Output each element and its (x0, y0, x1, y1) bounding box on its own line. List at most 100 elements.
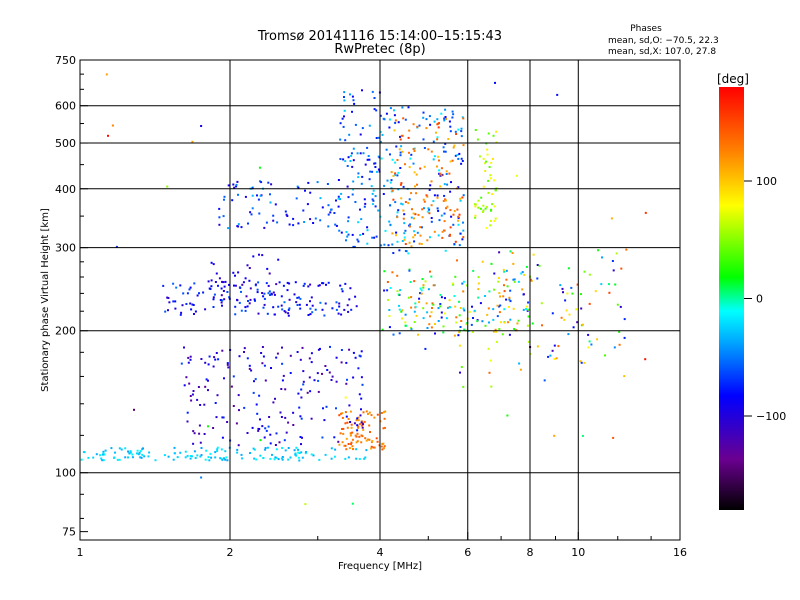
data-point (307, 314, 310, 316)
data-point (327, 204, 330, 207)
data-point (262, 295, 265, 298)
data-point (186, 420, 189, 423)
data-point (482, 157, 485, 160)
data-point (244, 277, 247, 280)
data-point (311, 304, 314, 307)
data-point (374, 166, 377, 168)
data-point (341, 416, 344, 419)
data-point (183, 346, 185, 349)
data-point (453, 295, 456, 297)
data-point (200, 454, 203, 457)
data-point (614, 283, 617, 286)
data-point (191, 140, 194, 143)
data-point (350, 152, 353, 155)
data-point (410, 153, 413, 156)
data-point (462, 221, 464, 224)
data-point (314, 217, 317, 220)
data-point (399, 289, 402, 292)
data-point (376, 170, 378, 173)
data-point (433, 230, 436, 233)
data-point (255, 458, 258, 461)
data-point (261, 362, 264, 365)
data-point (500, 321, 502, 324)
data-point (310, 361, 313, 364)
data-point (252, 447, 255, 450)
data-point (281, 362, 284, 365)
data-point (342, 432, 345, 435)
data-point (527, 308, 530, 311)
data-point (525, 265, 528, 268)
data-point (100, 457, 103, 460)
data-point (300, 443, 302, 446)
data-point (335, 356, 338, 359)
data-point (297, 296, 300, 299)
data-point (432, 303, 435, 306)
data-point (399, 154, 402, 157)
data-point (579, 360, 582, 363)
data-point (449, 209, 452, 212)
data-point (440, 296, 443, 299)
data-point (456, 154, 459, 156)
data-point (207, 456, 210, 459)
data-point (232, 375, 235, 378)
data-point (388, 315, 391, 318)
data-point (218, 216, 221, 219)
data-point (368, 411, 371, 414)
data-point (275, 432, 278, 435)
data-point (363, 205, 366, 208)
data-point (236, 298, 238, 301)
data-point (215, 416, 218, 419)
data-point (580, 324, 583, 327)
data-point (485, 205, 488, 208)
data-point (131, 456, 134, 459)
data-point (262, 457, 265, 460)
data-point (455, 321, 458, 324)
data-point (455, 133, 458, 135)
data-point (280, 457, 283, 460)
data-point (449, 233, 451, 236)
data-point (219, 457, 222, 460)
data-point (386, 281, 389, 283)
data-point (221, 458, 224, 461)
data-point (385, 148, 388, 151)
data-point (124, 456, 127, 459)
data-point (505, 278, 508, 281)
data-point (199, 404, 202, 406)
data-point (453, 210, 456, 213)
data-point (486, 148, 489, 151)
data-point (438, 172, 441, 175)
data-point (110, 447, 113, 450)
data-point (460, 130, 463, 133)
data-point (389, 204, 392, 207)
data-point (402, 217, 405, 220)
data-point (147, 455, 150, 458)
data-point (263, 364, 266, 367)
data-point (343, 96, 345, 98)
data-point (426, 210, 429, 213)
data-point (318, 284, 321, 287)
data-point (597, 249, 600, 252)
data-point (255, 403, 258, 406)
data-point (604, 354, 606, 357)
data-point (230, 385, 233, 388)
data-point (220, 294, 223, 297)
data-point (241, 283, 244, 286)
data-point (269, 294, 272, 296)
data-point (396, 290, 399, 293)
data-point (448, 172, 451, 175)
data-point (352, 180, 355, 183)
data-point (215, 272, 218, 275)
data-point (449, 125, 452, 128)
data-point (279, 411, 282, 414)
data-point (370, 185, 373, 188)
data-point (341, 441, 344, 444)
data-point (370, 447, 373, 450)
data-point (551, 312, 554, 315)
data-point (444, 249, 447, 252)
data-point (451, 116, 454, 119)
data-point (330, 379, 333, 381)
data-point (189, 358, 192, 361)
data-point (275, 356, 278, 359)
data-point (414, 234, 416, 237)
data-point (438, 219, 441, 222)
